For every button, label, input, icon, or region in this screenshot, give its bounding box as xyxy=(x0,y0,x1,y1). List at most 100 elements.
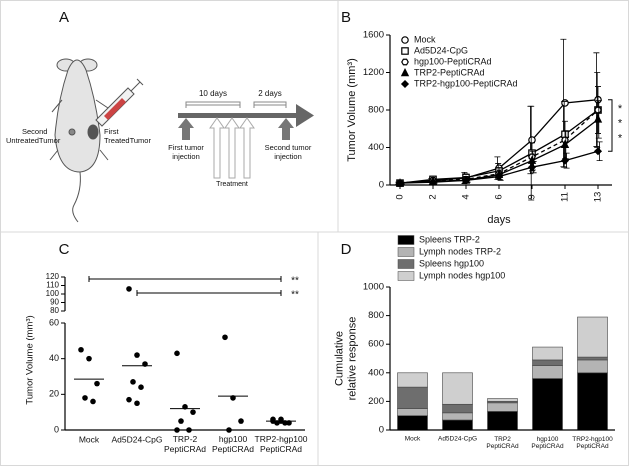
y-tick-label: 200 xyxy=(368,396,384,407)
bar-segment xyxy=(532,359,563,366)
x-tick-label-line: hgp100 xyxy=(219,434,248,444)
x-tick-label-line: PeptiCRAd xyxy=(486,443,519,450)
data-point xyxy=(222,334,228,341)
marker xyxy=(593,147,603,156)
bar-segment xyxy=(397,386,428,409)
x-tick-label: TRP-2 PeptiCRAd xyxy=(164,434,206,454)
treatment-arrow xyxy=(209,117,225,179)
significance-label: * xyxy=(618,103,623,115)
bar-segment xyxy=(577,316,608,358)
bar-segment xyxy=(397,415,428,431)
marker xyxy=(401,47,409,55)
y-tick-label: 800 xyxy=(368,105,384,116)
bar-segment xyxy=(442,419,473,431)
data-point xyxy=(82,395,88,401)
data-point xyxy=(138,384,144,391)
marker xyxy=(400,79,410,89)
legend-swatch xyxy=(397,247,415,257)
marker xyxy=(528,136,536,144)
y-tick-label: 60 xyxy=(49,317,59,327)
x-tick-label: 4 xyxy=(461,194,472,199)
mouse-tail xyxy=(72,171,81,223)
significance-label: * xyxy=(618,132,623,144)
y-tick-label: 1200 xyxy=(363,67,384,78)
data-point xyxy=(186,427,192,433)
panel-label: C xyxy=(59,241,70,258)
timeline-bar xyxy=(178,113,296,118)
marker xyxy=(428,178,438,187)
x-tick-label-line: PeptiCRAd xyxy=(260,444,302,454)
treatment-arrow xyxy=(224,117,240,179)
x-tick-label-line: hgp100 xyxy=(537,436,559,443)
marker xyxy=(560,156,570,165)
y-tick-label: 100 xyxy=(46,289,60,298)
x-tick-label-line: TRP2 xyxy=(494,436,511,443)
x-tick-label: 6 xyxy=(494,194,505,199)
y-axis-title: Cumulativerelative response xyxy=(333,317,358,401)
syringe-plunger xyxy=(130,78,144,92)
marker xyxy=(395,179,405,188)
y-axis-title: Tumor Volume (mm³) xyxy=(25,315,36,404)
y-tick-label: 0 xyxy=(379,425,384,436)
interval-label: 2 days xyxy=(258,89,282,98)
interval-label: 10 days xyxy=(199,89,227,98)
x-tick-label-line: TRP2-hgp100 xyxy=(572,436,613,443)
bar-segment xyxy=(532,346,563,361)
legend-label: Mock xyxy=(414,34,436,44)
y-tick-label: 1000 xyxy=(363,282,384,293)
significance-label: * xyxy=(618,118,623,130)
data-point xyxy=(126,286,132,292)
x-tick-label: TRP2-hgp100 PeptiCRAd xyxy=(255,434,308,454)
timeline xyxy=(178,101,314,179)
event-label-line: injection xyxy=(274,152,302,161)
legend-label: hgp100-PeptiCRAd xyxy=(414,56,492,66)
comparison-line xyxy=(88,276,282,282)
treatment-arrow xyxy=(239,117,255,179)
x-tick-label: 0 xyxy=(395,194,406,199)
x-tick-label: hgp100 PeptiCRAd xyxy=(212,434,254,454)
bar-segment xyxy=(487,411,518,431)
bar-segment xyxy=(487,398,518,402)
marker xyxy=(527,163,537,172)
y-axis-title: Tumor Volume (mm³) xyxy=(346,58,358,162)
marker xyxy=(494,172,504,181)
data-point xyxy=(174,350,180,357)
x-tick-label: Ad5D24-CpG xyxy=(111,434,162,444)
data-point xyxy=(86,355,92,362)
y-axis-title-line: relative response xyxy=(346,317,358,401)
mouse-label-line: Second xyxy=(22,127,47,136)
x-tick-label: TRP2 PeptiCRAd xyxy=(486,436,519,450)
event-label-line: injection xyxy=(172,152,200,161)
y-tick-label: 20 xyxy=(49,389,59,399)
x-tick-label-line: PeptiCRAd xyxy=(531,443,564,450)
y-tick-label: 600 xyxy=(368,339,384,350)
x-tick-label: Mock xyxy=(405,436,421,443)
injection-arrow xyxy=(278,118,294,140)
mouse xyxy=(49,58,144,223)
data-point xyxy=(90,398,96,405)
legend-swatch xyxy=(397,235,415,245)
data-point xyxy=(238,418,244,424)
y-tick-label: 0 xyxy=(54,424,59,434)
marker xyxy=(400,67,410,77)
x-tick-label: 9 xyxy=(527,194,538,199)
mouse-label-line: First xyxy=(104,127,119,136)
y-tick-label: 110 xyxy=(46,281,59,290)
bar-segment xyxy=(532,378,563,431)
y-tick-label: 40 xyxy=(49,353,59,363)
event-label-line: Treatment xyxy=(216,181,248,188)
y-axis-title-group: Tumor Volume (mm³) xyxy=(25,315,36,404)
injection-arrow xyxy=(178,118,194,140)
syringe-fluid xyxy=(104,98,126,120)
second-tumor xyxy=(68,128,76,136)
legend-label: Spleens hgp100 xyxy=(419,258,484,268)
data-point xyxy=(78,346,84,353)
panel-label: B xyxy=(341,9,351,26)
comparison-label: ** xyxy=(291,290,299,301)
y-tick-label: 800 xyxy=(368,310,384,321)
bar-segment xyxy=(487,402,518,412)
event-label-line: Second tumor xyxy=(265,143,312,152)
marker xyxy=(561,99,569,107)
x-tick-label-line: PeptiCRAd xyxy=(212,444,254,454)
